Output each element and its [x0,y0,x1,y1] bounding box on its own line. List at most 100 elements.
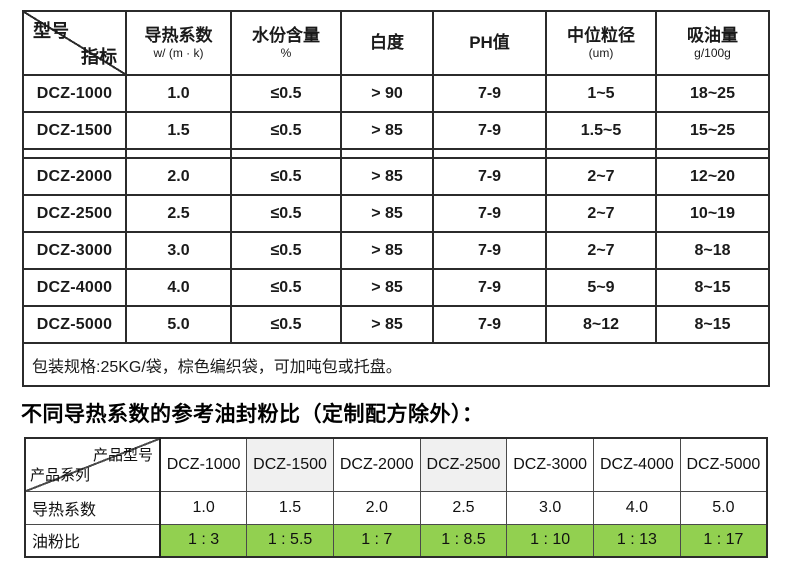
value-cell: 2~7 [545,194,657,233]
value-cell: ≤0.5 [230,74,342,113]
value-cell: > 85 [340,194,434,233]
conductivity-cell: 2.0 [332,490,421,525]
conductivity-cell: 5.0 [679,490,768,525]
col-label: PH值 [469,33,510,53]
ratio-cell: 1 : 17 [679,523,768,558]
spec-header-row: 型号 指标 导热系数 w/ (m · k) 水份含量 % 白度 PH值 中位粒径… [22,10,770,76]
oil-powder-ratio-row: 油粉比 1 : 3 1 : 5.5 1 : 7 1 : 8.5 1 : 10 1… [24,523,768,558]
value-cell: 7-9 [432,157,547,196]
spec-row-dcz-1500: DCZ-1500 1.5 ≤0.5 > 85 7-9 1.5~5 15~25 [22,111,770,150]
value-cell: 3.0 [125,231,232,270]
col-unit: g/100g [694,46,731,61]
model-cell: DCZ-2000 [22,157,127,196]
spec-row-dcz-1000: DCZ-1000 1.0 ≤0.5 > 90 7-9 1~5 18~25 [22,74,770,113]
col-label: 白度 [370,33,404,53]
value-cell: 15~25 [655,111,770,150]
value-cell: 7-9 [432,111,547,150]
divider-cell [432,148,547,159]
divider-cell [545,148,657,159]
spec-row-dcz-3000: DCZ-3000 3.0 ≤0.5 > 85 7-9 2~7 8~18 [22,231,770,270]
col-label: 吸油量 [687,25,738,45]
value-cell: ≤0.5 [230,157,342,196]
model-cell: DCZ-1500 [22,111,127,150]
ratio-col-header-dcz-1500: DCZ-1500 [246,437,334,492]
corner-model-label: 型号 [33,21,69,41]
spec-row-dcz-5000: DCZ-5000 5.0 ≤0.5 > 85 7-9 8~12 8~15 [22,305,770,344]
ratio-row-label: 油粉比 [24,523,161,558]
col-unit: w/ (m · k) [153,46,204,61]
spec-col-header-moisture: 水份含量 % [230,10,342,76]
conductivity-cell: 4.0 [593,490,681,525]
value-cell: 2.0 [125,157,232,196]
ratio-cell: 1 : 5.5 [246,523,334,558]
value-cell: ≤0.5 [230,231,342,270]
value-cell: ≤0.5 [230,194,342,233]
value-cell: 8~15 [655,268,770,307]
ratio-col-header-dcz-2500: DCZ-2500 [419,437,508,492]
value-cell: 18~25 [655,74,770,113]
col-unit: % [280,46,292,61]
col-label: 中位粒径 [567,25,635,45]
spec-row-dcz-2500: DCZ-2500 2.5 ≤0.5 > 85 7-9 2~7 10~19 [22,194,770,233]
spec-col-header-thermal-conductivity: 导热系数 w/ (m · k) [125,10,232,76]
divider-cell [230,148,342,159]
value-cell: > 85 [340,305,434,344]
value-cell: ≤0.5 [230,268,342,307]
conductivity-row-label: 导热系数 [24,490,161,525]
divider-cell [125,148,232,159]
value-cell: > 90 [340,74,434,113]
ratio-col-header-dcz-2000: DCZ-2000 [332,437,421,492]
ratio-cell: 1 : 3 [159,523,248,558]
ratio-cell: 1 : 7 [332,523,421,558]
value-cell: 7-9 [432,74,547,113]
divider-cell [655,148,770,159]
value-cell: 1~5 [545,74,657,113]
value-cell: 2~7 [545,157,657,196]
value-cell: 7-9 [432,231,547,270]
conductivity-cell: 2.5 [419,490,508,525]
value-cell: 8~15 [655,305,770,344]
corner-indicator-label: 指标 [81,47,117,67]
divider-cell [340,148,434,159]
spec-corner-cell: 型号 指标 [22,10,127,76]
model-cell: DCZ-4000 [22,268,127,307]
corner-product-model-label: 产品型号 [92,447,153,464]
spec-table: 型号 指标 导热系数 w/ (m · k) 水份含量 % 白度 PH值 中位粒径… [22,10,770,387]
col-label: 水份含量 [252,25,320,45]
ratio-col-header-dcz-3000: DCZ-3000 [506,437,595,492]
packaging-note: 包装规格:25KG/袋，棕色编织袋，可加吨包或托盘。 [22,342,770,387]
value-cell: 1.5~5 [545,111,657,150]
ratio-corner-cell: 产品型号 产品系列 [24,437,161,492]
ratio-col-header-dcz-5000: DCZ-5000 [679,437,768,492]
value-cell: ≤0.5 [230,111,342,150]
value-cell: 1.5 [125,111,232,150]
spec-col-header-median-particle-size: 中位粒径 (um) [545,10,657,76]
col-unit: (um) [588,46,614,61]
value-cell: 7-9 [432,194,547,233]
model-cell: DCZ-1000 [22,74,127,113]
value-cell: 8~12 [545,305,657,344]
conductivity-cell: 3.0 [506,490,595,525]
value-cell: 12~20 [655,157,770,196]
ratio-cell: 1 : 13 [593,523,681,558]
ratio-header-row: 产品型号 产品系列 DCZ-1000 DCZ-1500 DCZ-2000 DCZ… [24,437,768,492]
conductivity-cell: 1.5 [246,490,334,525]
ratio-cell: 1 : 10 [506,523,595,558]
value-cell: 5~9 [545,268,657,307]
value-cell: > 85 [340,231,434,270]
spec-section-divider [22,148,770,159]
value-cell: 2~7 [545,231,657,270]
ratio-col-header-dcz-4000: DCZ-4000 [593,437,681,492]
ratio-table: 产品型号 产品系列 DCZ-1000 DCZ-1500 DCZ-2000 DCZ… [24,437,768,558]
model-cell: DCZ-5000 [22,305,127,344]
spec-row-dcz-2000: DCZ-2000 2.0 ≤0.5 > 85 7-9 2~7 12~20 [22,157,770,196]
model-cell: DCZ-3000 [22,231,127,270]
spec-row-dcz-4000: DCZ-4000 4.0 ≤0.5 > 85 7-9 5~9 8~15 [22,268,770,307]
value-cell: 10~19 [655,194,770,233]
value-cell: 5.0 [125,305,232,344]
col-label: 导热系数 [144,25,213,45]
conductivity-cell: 1.0 [159,490,248,525]
divider-cell [22,148,127,159]
spec-col-header-ph: PH值 [432,10,547,76]
